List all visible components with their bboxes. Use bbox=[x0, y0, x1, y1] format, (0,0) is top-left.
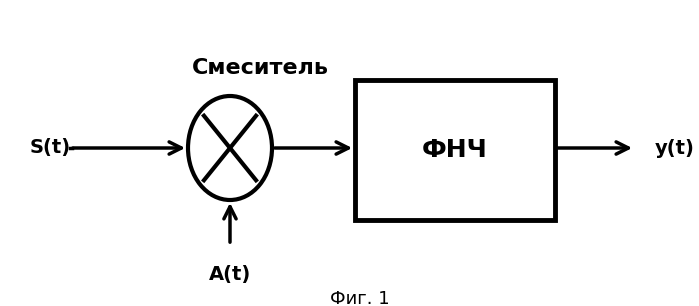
Text: y(t): y(t) bbox=[655, 139, 695, 158]
Bar bbox=[355, 80, 555, 220]
Text: Фиг. 1: Фиг. 1 bbox=[330, 290, 390, 306]
Text: Смеситель: Смеситель bbox=[192, 58, 329, 78]
Text: A(t): A(t) bbox=[209, 265, 251, 284]
Text: S(t): S(t) bbox=[30, 139, 71, 158]
Ellipse shape bbox=[188, 96, 272, 200]
Text: ФНЧ: ФНЧ bbox=[422, 138, 488, 162]
